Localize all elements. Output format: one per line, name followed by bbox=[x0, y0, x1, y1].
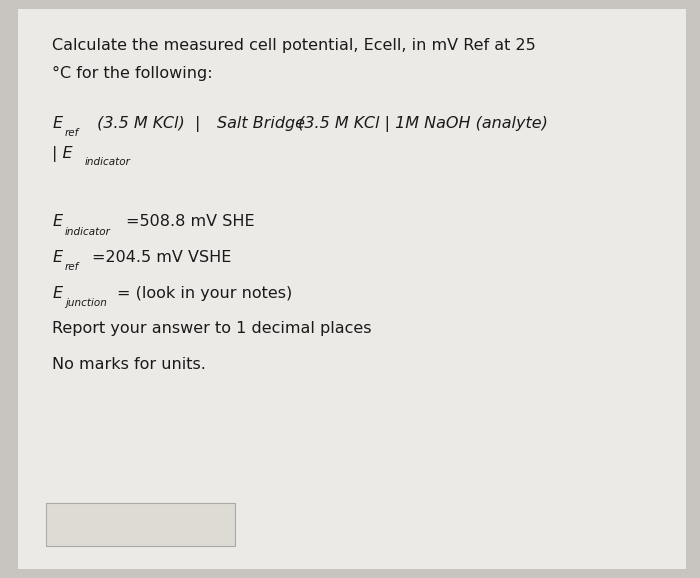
Text: No marks for units.: No marks for units. bbox=[52, 357, 206, 372]
Text: (3.5 M KCl)  |: (3.5 M KCl) | bbox=[92, 116, 206, 132]
Text: E: E bbox=[52, 214, 62, 229]
Text: Salt Bridge: Salt Bridge bbox=[217, 116, 305, 131]
Text: E: E bbox=[52, 286, 62, 301]
Text: indicator: indicator bbox=[65, 227, 111, 236]
FancyBboxPatch shape bbox=[46, 503, 234, 546]
Text: E: E bbox=[52, 250, 62, 265]
Text: E: E bbox=[52, 116, 62, 131]
Text: indicator: indicator bbox=[85, 157, 131, 167]
Text: | E: | E bbox=[52, 146, 73, 162]
Text: ref: ref bbox=[65, 128, 79, 138]
Text: junction: junction bbox=[65, 298, 107, 308]
FancyBboxPatch shape bbox=[18, 9, 686, 569]
Text: (3.5 M KCl | 1M NaOH (analyte): (3.5 M KCl | 1M NaOH (analyte) bbox=[293, 116, 547, 132]
Text: Calculate the measured cell potential, Ecell, in mV Ref at 25: Calculate the measured cell potential, E… bbox=[52, 38, 536, 53]
Text: ref: ref bbox=[65, 262, 79, 272]
Text: =508.8 mV SHE: =508.8 mV SHE bbox=[126, 214, 255, 229]
Text: =204.5 mV VSHE: =204.5 mV VSHE bbox=[92, 250, 232, 265]
Text: = (look in your notes): = (look in your notes) bbox=[117, 286, 292, 301]
Text: Report your answer to 1 decimal places: Report your answer to 1 decimal places bbox=[52, 321, 372, 336]
Text: °C for the following:: °C for the following: bbox=[52, 66, 213, 81]
